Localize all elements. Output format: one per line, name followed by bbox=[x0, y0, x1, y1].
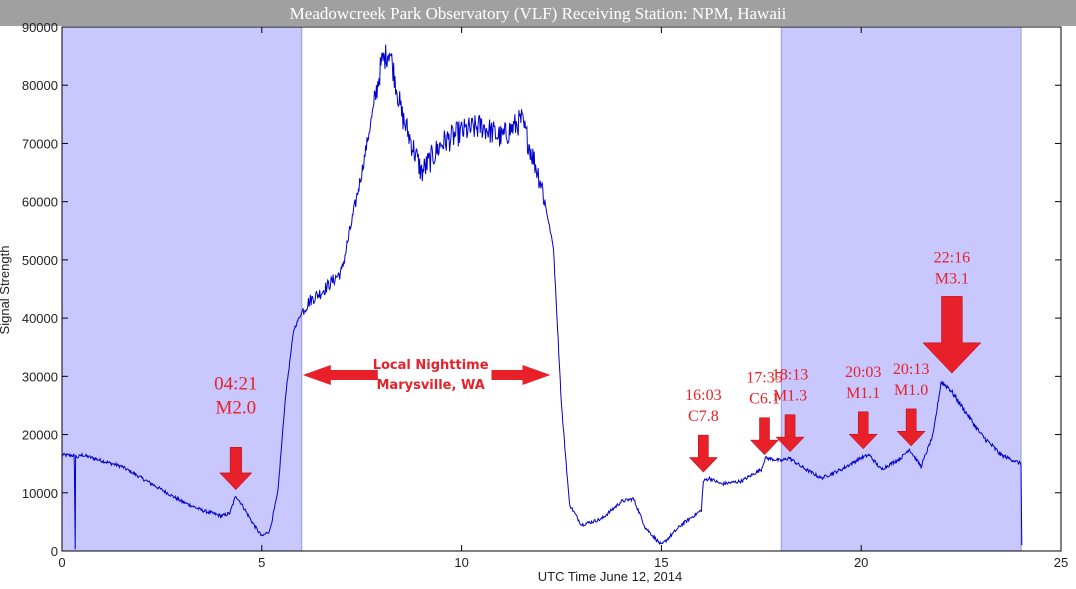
x-tick-label: 0 bbox=[58, 555, 65, 570]
x-tick-label: 10 bbox=[454, 555, 468, 570]
flare-label: 22:16 bbox=[934, 249, 970, 266]
flare-label: 20:13 bbox=[893, 361, 929, 378]
daytime-shade bbox=[780, 26, 1022, 552]
daytime-shade bbox=[61, 26, 303, 552]
flare-label: M3.1 bbox=[935, 270, 969, 287]
flare-label: 16:03 bbox=[685, 387, 721, 404]
flare-label: 17:35 bbox=[746, 370, 782, 387]
y-tick-label: 90000 bbox=[22, 20, 58, 35]
y-tick-label: 50000 bbox=[22, 253, 58, 268]
x-tick-label: 25 bbox=[1054, 555, 1068, 570]
flare-label: M1.3 bbox=[773, 388, 807, 405]
y-axis-label: Signal Strength bbox=[0, 246, 12, 335]
title-bar bbox=[0, 0, 1076, 26]
nighttime-note: Local Nighttime bbox=[373, 358, 489, 373]
flare-arrow bbox=[922, 296, 982, 374]
nighttime-left-arrow bbox=[302, 365, 378, 385]
flare-arrow bbox=[219, 447, 253, 491]
flare-arrow bbox=[848, 411, 878, 450]
flare-label: M1.1 bbox=[846, 385, 880, 402]
flare-label: 18:13 bbox=[772, 367, 808, 384]
x-axis-label: UTC Time June 12, 2014 bbox=[538, 569, 683, 584]
y-tick-label: 80000 bbox=[22, 78, 58, 93]
flare-label: 20:03 bbox=[845, 364, 881, 381]
flare-label: C6.1 bbox=[749, 391, 780, 408]
x-tick-label: 5 bbox=[258, 555, 265, 570]
flare-label: 04:21 bbox=[214, 373, 257, 394]
plot-frame bbox=[61, 26, 1062, 552]
flare-arrow bbox=[749, 417, 780, 456]
y-tick-label: 40000 bbox=[22, 311, 58, 326]
flare-arrow bbox=[688, 434, 718, 473]
flare-label: M2.0 bbox=[215, 397, 256, 418]
flare-arrow bbox=[896, 408, 926, 447]
y-tick-label: 70000 bbox=[22, 136, 58, 151]
nighttime-note: Marysville, WA bbox=[376, 378, 484, 393]
y-tick-label: 0 bbox=[51, 544, 58, 559]
y-tick-label: 60000 bbox=[22, 195, 58, 210]
y-tick-label: 10000 bbox=[22, 486, 58, 501]
flare-label: M1.0 bbox=[894, 382, 928, 399]
signal-series-line bbox=[61, 44, 1023, 550]
flare-label: C7.8 bbox=[688, 408, 719, 425]
nighttime-right-arrow bbox=[491, 365, 551, 385]
y-tick-label: 30000 bbox=[22, 369, 58, 384]
flare-arrow bbox=[775, 414, 805, 453]
x-tick-label: 20 bbox=[854, 555, 868, 570]
x-tick-label: 15 bbox=[654, 555, 668, 570]
plot-area: 0 5 10 15 20 25 0 10000 20000 30000 40000 50000 6000… bbox=[22, 20, 1068, 570]
chart-title: Meadowcreek Park Observatory (VLF) Recei… bbox=[290, 4, 787, 23]
y-tick-label: 20000 bbox=[22, 428, 58, 443]
